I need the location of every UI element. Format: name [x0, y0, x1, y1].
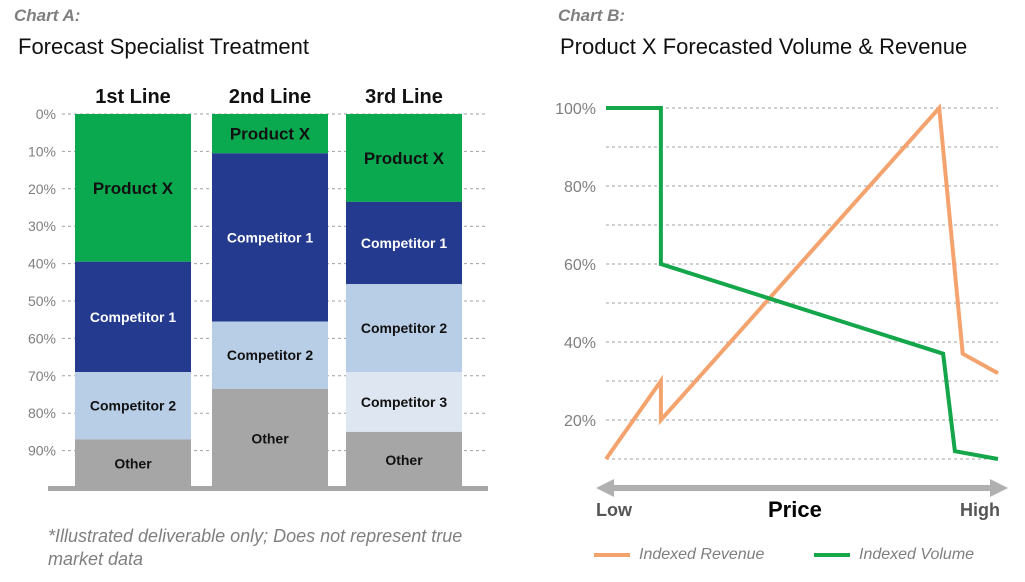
price-axis-arrow-right — [990, 479, 1008, 497]
y-tick-label: 20% — [28, 181, 56, 197]
y-tick-label: 60% — [28, 330, 56, 346]
bar-segment-other — [212, 388, 328, 488]
y-tick-label-b: 20% — [564, 413, 596, 430]
bar-segment-competitor-1 — [346, 201, 462, 285]
series-line-indexed-revenue — [604, 103, 999, 461]
disclaimer-note: *Illustrated deliverable only; Does not … — [48, 526, 463, 569]
y-tick-label: 90% — [28, 443, 56, 459]
y-tick-label-b: 80% — [564, 179, 596, 196]
legend-indexed-volume: Indexed Volume — [814, 546, 974, 564]
segment-label-competitor-1: Competitor 1 — [90, 309, 177, 325]
y-tick-label: 40% — [28, 256, 56, 272]
legend-volume-label: Indexed Volume — [859, 546, 975, 563]
segment-label-other: Other — [251, 430, 289, 446]
category-label-2nd-line: 2nd Line — [229, 86, 311, 108]
legend-revenue-swatch — [594, 553, 630, 557]
y-tick-label: 0% — [36, 106, 56, 122]
y-tick-label: 50% — [28, 293, 56, 309]
bar-segment-competitor-2 — [212, 321, 328, 389]
bar-segment-other — [346, 431, 462, 488]
bar-segment-competitor-2 — [75, 372, 191, 440]
segment-label-competitor-2: Competitor 2 — [90, 398, 177, 414]
y-tick-label: 30% — [28, 218, 56, 234]
chart-a-tag: Chart A: — [14, 6, 81, 25]
segment-label-product-x: Product X — [230, 125, 311, 144]
chart-a-title: Forecast Specialist Treatment — [18, 34, 310, 59]
bar-segment-product-x — [75, 114, 191, 262]
segment-label-competitor-3: Competitor 3 — [361, 394, 448, 410]
segment-label-product-x: Product X — [93, 179, 174, 198]
segment-label-competitor-2: Competitor 2 — [361, 320, 448, 336]
segment-label-other: Other — [114, 456, 152, 472]
y-tick-label: 10% — [28, 143, 56, 159]
y-tick-label: 70% — [28, 368, 56, 384]
segment-label-product-x: Product X — [364, 149, 445, 168]
y-tick-label-b: 100% — [555, 101, 596, 118]
category-label-3rd-line: 3rd Line — [365, 86, 443, 108]
segment-label-competitor-1: Competitor 1 — [227, 229, 314, 245]
bar-segment-product-x — [212, 114, 328, 154]
chart-a-plot: 0% 10% 20% 30% 40% 50% 60% 70% 80% 90% Product X Co… — [28, 86, 488, 491]
price-high-label: High — [960, 500, 1000, 520]
price-axis-label: Price — [768, 497, 822, 522]
y-tick-label: 80% — [28, 405, 56, 421]
chart-b-title: Product X Forecasted Volume & Revenue — [560, 34, 968, 59]
bar-segment-competitor-2 — [346, 284, 462, 373]
bar-segment-competitor-1 — [75, 261, 191, 373]
price-axis-arrow-left — [596, 479, 614, 497]
segment-label-competitor-2: Competitor 2 — [227, 347, 314, 363]
legend-revenue-label: Indexed Revenue — [639, 546, 765, 563]
bar-segment-competitor-3 — [346, 372, 462, 432]
bar-segment-product-x — [346, 114, 462, 202]
legend-volume-swatch — [814, 553, 850, 557]
chart-b-tag: Chart B: — [558, 6, 626, 25]
series-line-indexed-volume — [606, 106, 999, 461]
category-label-1st-line: 1st Line — [95, 86, 171, 108]
segment-label-other: Other — [385, 452, 423, 468]
y-tick-label-b: 60% — [564, 257, 596, 274]
x-axis-base — [48, 486, 488, 491]
bar-segment-other — [75, 439, 191, 488]
bar-segment-competitor-1 — [212, 153, 328, 322]
segment-label-competitor-1: Competitor 1 — [361, 235, 448, 251]
y-tick-label-b: 40% — [564, 335, 596, 352]
price-low-label: Low — [596, 500, 632, 520]
chart-b-plot: 20% 40% 60% 80% 100% — [555, 101, 1008, 497]
legend-indexed-revenue: Indexed Revenue — [594, 546, 764, 564]
